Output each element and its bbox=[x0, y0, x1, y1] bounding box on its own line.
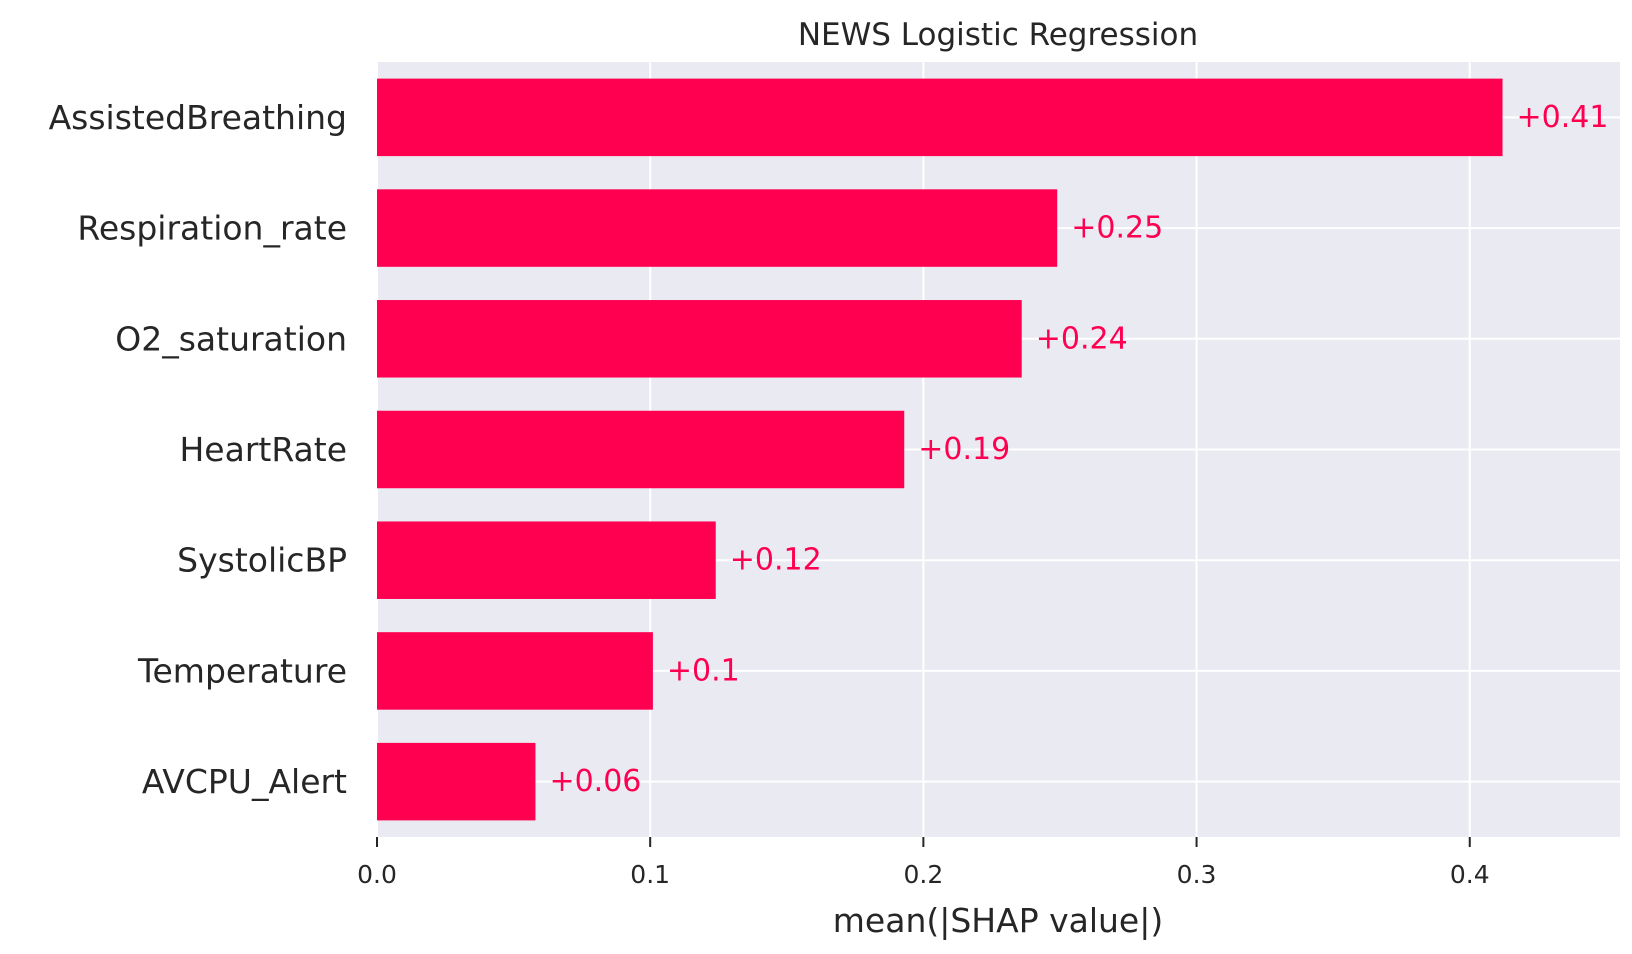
bar-4 bbox=[377, 521, 716, 599]
x-tick-label-4: 0.4 bbox=[1450, 860, 1490, 889]
category-label-2: O2_saturation bbox=[115, 319, 347, 358]
category-labels: AssistedBreathing Respiration_rate O2_satu… bbox=[49, 98, 347, 801]
value-label-3: +0.19 bbox=[918, 432, 1010, 467]
bar-0 bbox=[377, 78, 1503, 157]
x-axis-title: mean(|SHAP value|) bbox=[833, 901, 1163, 940]
bar-5 bbox=[377, 632, 653, 710]
bars bbox=[377, 78, 1503, 821]
category-label-4: SystolicBP bbox=[177, 541, 347, 580]
category-label-3: HeartRate bbox=[179, 430, 347, 469]
value-label-0: +0.41 bbox=[1517, 100, 1609, 135]
bar-2 bbox=[377, 300, 1022, 378]
category-label-1: Respiration_rate bbox=[77, 209, 347, 248]
value-label-2: +0.24 bbox=[1036, 321, 1128, 356]
value-label-6: +0.06 bbox=[549, 764, 641, 799]
x-tick-label-2: 0.2 bbox=[903, 860, 943, 889]
chart-title: NEWS Logistic Regression bbox=[798, 17, 1198, 53]
bar-6 bbox=[377, 742, 536, 821]
x-tick-label-0: 0.0 bbox=[357, 860, 397, 889]
value-label-1: +0.25 bbox=[1071, 211, 1163, 246]
value-labels: +0.41 +0.25 +0.24 +0.19 +0.12 +0.1 +0.06 bbox=[549, 100, 1608, 799]
bar-3 bbox=[377, 410, 905, 489]
x-tick-label-3: 0.3 bbox=[1177, 860, 1217, 889]
value-label-5: +0.1 bbox=[667, 653, 740, 688]
x-tick-label-1: 0.1 bbox=[630, 860, 670, 889]
x-axis-ticks: 0.0 0.1 0.2 0.3 0.4 bbox=[357, 837, 1490, 889]
category-label-0: AssistedBreathing bbox=[49, 98, 347, 137]
bar-1 bbox=[377, 189, 1058, 267]
category-label-5: Temperature bbox=[137, 651, 347, 690]
value-label-4: +0.12 bbox=[730, 543, 822, 578]
category-label-6: AVCPU_Alert bbox=[142, 762, 347, 801]
